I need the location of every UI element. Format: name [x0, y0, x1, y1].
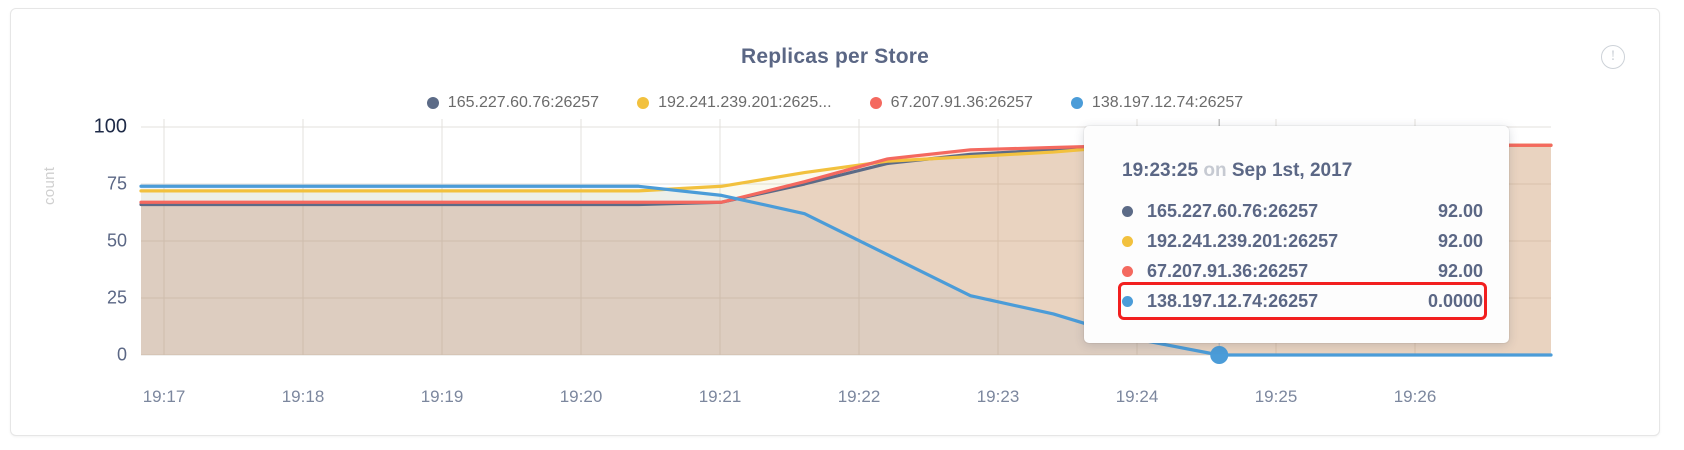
x-tick-7: 19:24 [1115, 387, 1159, 406]
tooltip-row-0: 165.227.60.76:26257 92.00 [1122, 196, 1483, 226]
legend-item-2[interactable]: 67.207.91.36:26257 [869, 94, 1033, 112]
legend-label: 138.197.12.74:26257 [1091, 94, 1244, 111]
legend-label: 67.207.91.36:26257 [890, 94, 1033, 111]
tooltip-color-swatch [1122, 205, 1133, 217]
x-axis-labels: 19:17 19:18 19:19 19:20 19:21 19:22 19:2… [11, 387, 1659, 409]
x-tick-3: 19:20 [559, 387, 603, 406]
tooltip-series-value: 92.00 [1437, 200, 1483, 221]
tooltip-row-1: 192.241.239.201:26257 92.00 [1122, 226, 1483, 256]
legend-item-0[interactable]: 165.227.60.76:26257 [426, 94, 600, 112]
x-tick-8: 19:25 [1254, 387, 1298, 406]
legend-color-swatch [637, 97, 650, 109]
y-tick-75: 75 [106, 173, 127, 194]
legend-label: 165.227.60.76:26257 [447, 94, 600, 111]
y-tick-100: 100 [93, 115, 127, 138]
tooltip-row-3-highlighted: 138.197.12.74:26257 0.0000 [1118, 282, 1487, 320]
legend-item-1[interactable]: 192.241.239.201:2625... [637, 94, 832, 112]
page-title: Replicas per Store [740, 45, 929, 68]
y-tick-0: 0 [116, 344, 127, 365]
y-tick-50: 50 [106, 230, 127, 251]
x-tick-4: 19:21 [698, 387, 742, 406]
tooltip-date: Sep 1st, 2017 [1231, 160, 1353, 181]
y-tick-25: 25 [106, 287, 127, 308]
chart-tooltip: 19:23:25 on Sep 1st, 2017 165.227.60.76:… [1084, 126, 1509, 343]
tooltip-series-label: 165.227.60.76:26257 [1147, 200, 1319, 221]
legend-item-3[interactable]: 138.197.12.74:26257 [1070, 94, 1244, 112]
x-tick-0: 19:17 [142, 387, 186, 406]
tooltip-rows: 165.227.60.76:26257 92.00 192.241.239.20… [1118, 196, 1487, 320]
tooltip-on-word: on [1203, 160, 1227, 181]
tooltip-color-swatch [1122, 265, 1133, 277]
tooltip-series-label: 138.197.12.74:26257 [1147, 290, 1319, 311]
tooltip-series-value: 92.00 [1437, 230, 1483, 251]
x-tick-2: 19:19 [420, 387, 464, 406]
tooltip-row-2: 67.207.91.36:26257 92.00 [1122, 256, 1483, 286]
tooltip-series-value: 0.0000 [1427, 290, 1483, 311]
tooltip-color-swatch [1122, 295, 1133, 307]
x-tick-9: 19:26 [1393, 387, 1437, 406]
tooltip-series-value: 92.00 [1437, 260, 1483, 281]
x-tick-1: 19:18 [281, 387, 325, 406]
info-circle-icon[interactable]: ! [1601, 45, 1625, 69]
tooltip-series-label: 67.207.91.36:26257 [1147, 260, 1309, 281]
y-axis-labels: 100 75 50 25 0 [71, 115, 127, 365]
x-tick-6: 19:23 [976, 387, 1020, 406]
tooltip-series-label: 192.241.239.201:26257 [1147, 230, 1339, 251]
y-axis-title: count [41, 166, 58, 205]
chart-card: Replicas per Store ! 165.227.60.76:26257… [10, 8, 1660, 436]
chart-legend: 165.227.60.76:26257 192.241.239.201:2625… [11, 94, 1659, 112]
tooltip-color-swatch [1122, 235, 1133, 247]
x-tick-5: 19:22 [837, 387, 881, 406]
legend-color-swatch [1070, 97, 1083, 109]
tooltip-timestamp: 19:23:25 on Sep 1st, 2017 [1122, 160, 1483, 182]
legend-color-swatch [426, 97, 439, 109]
tooltip-time: 19:23:25 [1122, 160, 1199, 181]
legend-label: 192.241.239.201:2625... [658, 94, 832, 111]
legend-color-swatch [869, 97, 882, 109]
